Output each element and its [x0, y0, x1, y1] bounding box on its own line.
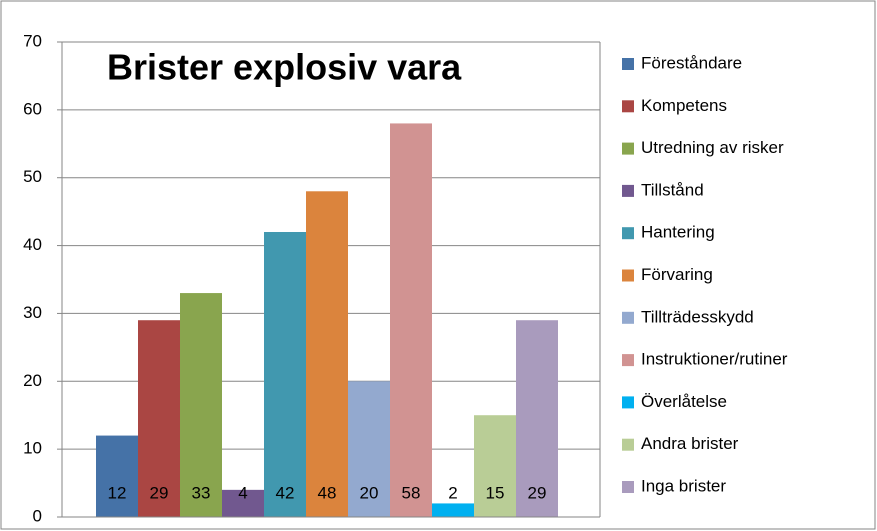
- data-label: 4: [238, 483, 247, 502]
- legend-swatch: [622, 481, 634, 493]
- chart-title: Brister explosiv vara: [107, 47, 462, 88]
- bar: [222, 489, 264, 517]
- legend-label: Överlåtelse: [641, 392, 727, 411]
- data-label: 29: [150, 483, 169, 502]
- legend-label: Kompetens: [641, 96, 727, 115]
- bar: [306, 191, 348, 518]
- bar: [432, 503, 474, 517]
- legend-label: Andra brister: [641, 434, 739, 453]
- y-tick-label: 40: [23, 235, 42, 254]
- bar: [390, 123, 432, 517]
- legend-swatch: [622, 354, 634, 367]
- bar: [96, 435, 138, 517]
- bars: [96, 123, 558, 518]
- bar: [474, 415, 516, 517]
- legend-label: Hantering: [641, 223, 715, 242]
- y-tick-label: 30: [23, 303, 42, 322]
- legend-swatch: [622, 269, 634, 282]
- data-label: 12: [108, 483, 127, 502]
- data-label: 20: [360, 483, 379, 502]
- y-tick-label: 10: [23, 439, 42, 458]
- bar: [264, 232, 306, 517]
- legend-swatch: [622, 311, 634, 324]
- legend-label: Utredning av risker: [641, 138, 784, 157]
- legend-swatch: [622, 58, 634, 70]
- legend-label: Tillstånd: [641, 180, 704, 199]
- legend-swatch: [622, 438, 634, 451]
- legend-swatch: [622, 184, 634, 197]
- data-label: 15: [486, 483, 505, 502]
- data-label: 29: [528, 483, 547, 502]
- y-tick-label: 60: [23, 99, 42, 118]
- y-tick-label: 70: [23, 31, 42, 50]
- legend-swatch: [622, 396, 634, 409]
- legend-label: Tillträdesskydd: [641, 307, 754, 326]
- legend-label: Förvaring: [641, 265, 713, 284]
- data-label: 48: [318, 483, 337, 502]
- legend-swatch: [622, 142, 634, 155]
- bar: [348, 381, 390, 517]
- y-tick-label: 50: [23, 167, 42, 186]
- bar: [516, 320, 558, 517]
- data-label: 2: [448, 483, 457, 502]
- data-label: 33: [192, 483, 211, 502]
- legend-swatch: [622, 227, 634, 240]
- y-tick-label: 20: [23, 371, 42, 390]
- legend-swatch: [622, 100, 634, 113]
- legend-label: Föreståndare: [641, 53, 742, 72]
- y-tick-label: 0: [33, 506, 42, 525]
- legend-label: Inga brister: [641, 476, 726, 495]
- legend-label: Instruktioner/rutiner: [641, 350, 788, 369]
- data-label: 58: [402, 483, 421, 502]
- bar: [138, 320, 180, 517]
- bar: [180, 293, 222, 517]
- data-label: 42: [276, 483, 295, 502]
